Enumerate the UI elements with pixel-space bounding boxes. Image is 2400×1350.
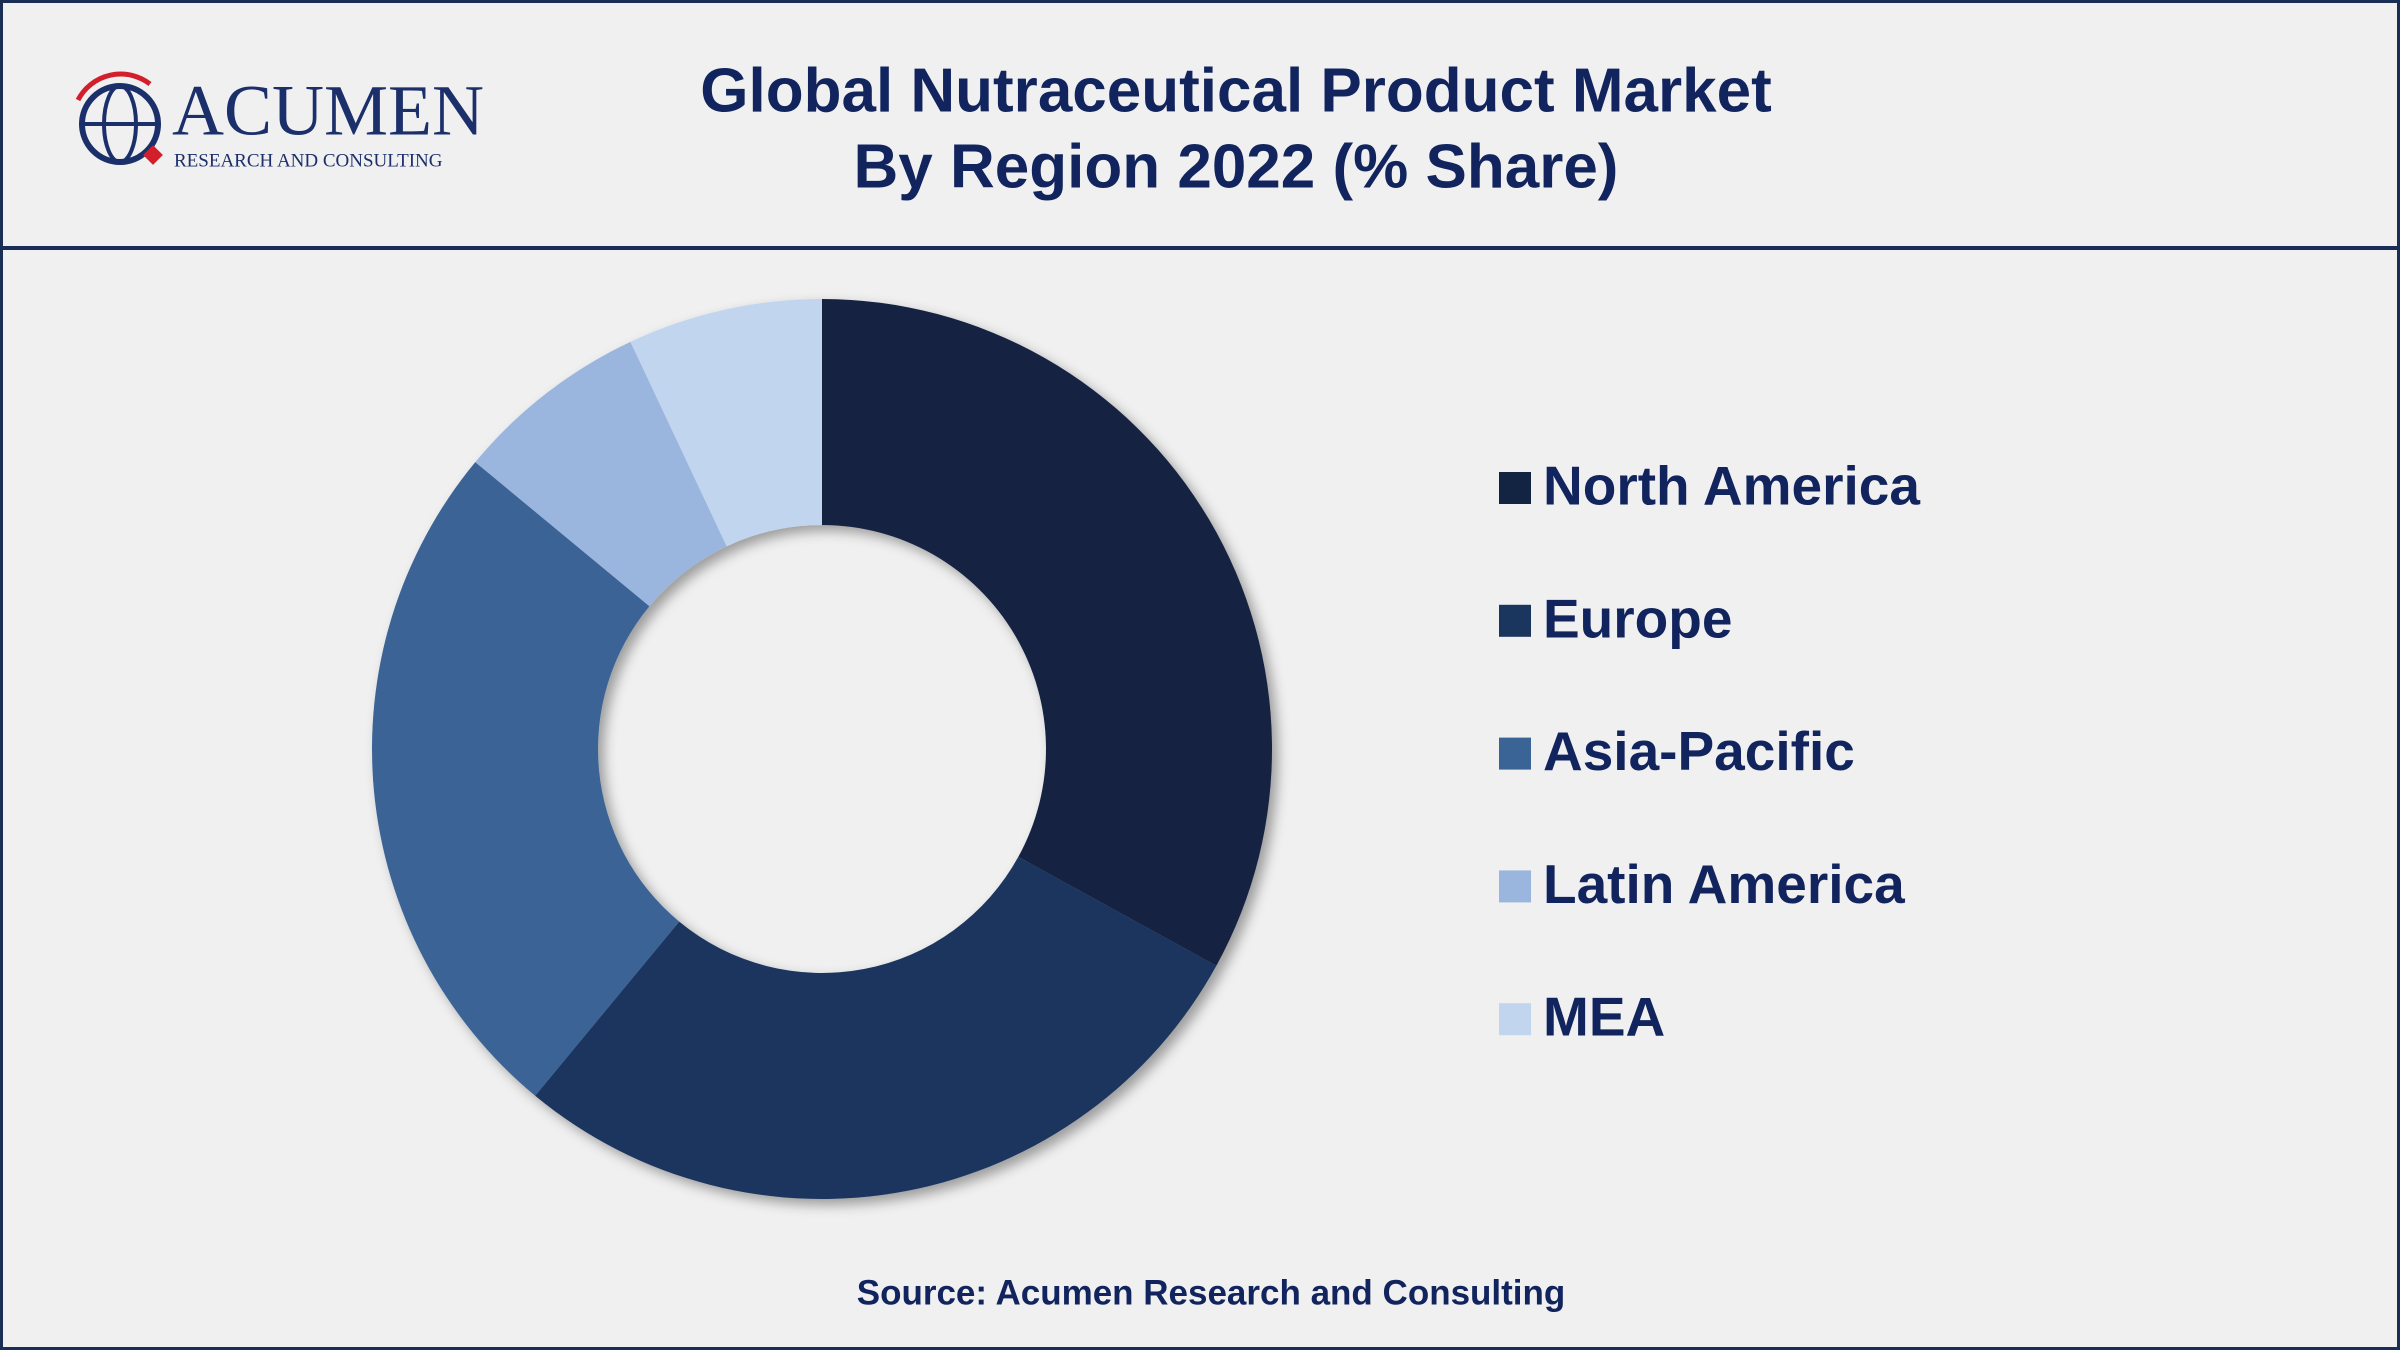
- legend: North America Europe Asia-Pacific Latin Ame…: [1499, 455, 1920, 1048]
- logo-tagline: RESEARCH AND CONSULTING: [174, 150, 443, 171]
- legend-label: North America: [1543, 455, 1920, 517]
- donut: [371, 299, 1272, 1199]
- legend-label: Asia-Pacific: [1543, 720, 1855, 782]
- legend-label: Europe: [1543, 587, 1732, 649]
- logo-arc: [75, 71, 152, 102]
- legend-label: Latin America: [1543, 853, 1905, 915]
- legend-label: MEA: [1543, 986, 1665, 1048]
- chart-title: Global Nutraceutical Product Market: [700, 56, 1771, 125]
- chart-title: By Region 2022 (% Share): [854, 132, 1619, 201]
- legend-swatch: [1499, 472, 1531, 504]
- source: Source: Acumen Research and Consulting: [857, 1273, 1566, 1312]
- legend-swatch: [1499, 870, 1531, 903]
- donut-slice: [535, 856, 1217, 1199]
- legend-swatch: [1499, 604, 1531, 637]
- donut-slice: [630, 299, 822, 547]
- legend-swatch: [1499, 1003, 1531, 1036]
- donut-slice: [822, 299, 1272, 966]
- donut-slice: [475, 341, 727, 607]
- logo-diamond: [143, 145, 163, 165]
- donut-slice: [371, 462, 680, 1096]
- logo-name: ACUMEN: [172, 71, 484, 151]
- legend-swatch: [1499, 737, 1531, 770]
- logo: ACUMEN RESEARCH AND CONSULTING: [75, 71, 484, 171]
